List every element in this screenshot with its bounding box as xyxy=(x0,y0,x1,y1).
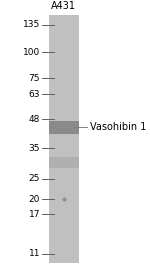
Bar xyxy=(49,15,79,263)
Text: A431: A431 xyxy=(51,1,76,11)
Text: Vasohibin 1: Vasohibin 1 xyxy=(90,122,146,132)
Bar xyxy=(49,121,79,134)
Text: 135: 135 xyxy=(23,20,40,29)
Bar xyxy=(49,157,79,168)
Text: 100: 100 xyxy=(23,48,40,56)
Text: 11: 11 xyxy=(28,249,40,258)
Text: 63: 63 xyxy=(28,90,40,99)
Text: 48: 48 xyxy=(29,115,40,124)
Text: 25: 25 xyxy=(29,174,40,183)
Text: 17: 17 xyxy=(28,210,40,219)
Text: 20: 20 xyxy=(29,195,40,204)
Text: 75: 75 xyxy=(28,74,40,83)
Text: 35: 35 xyxy=(28,144,40,153)
